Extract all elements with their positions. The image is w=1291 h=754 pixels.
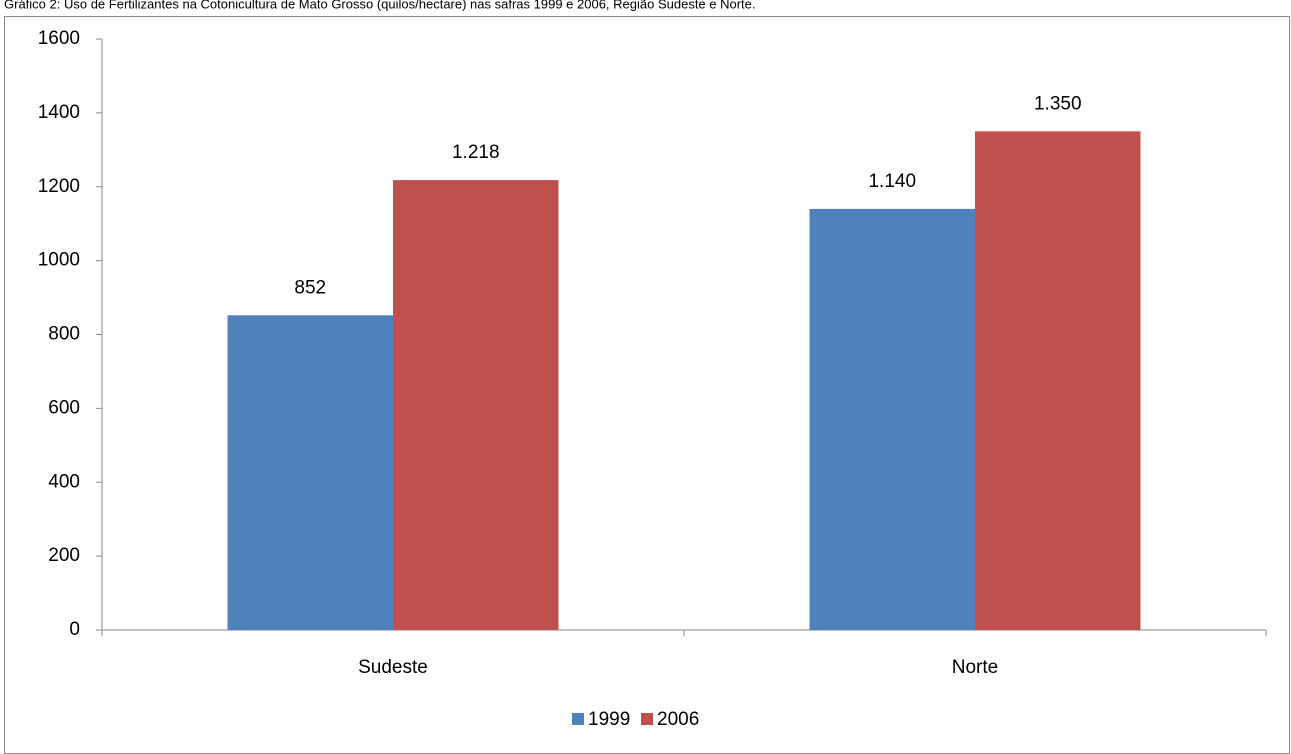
legend-swatch — [572, 713, 584, 725]
bar — [975, 131, 1141, 630]
y-tick-label: 1600 — [38, 28, 80, 49]
y-tick-label: 1000 — [38, 250, 80, 271]
y-tick-label: 0 — [69, 619, 80, 640]
y-tick-label: 600 — [48, 397, 80, 418]
legend-label: 1999 — [588, 709, 630, 730]
y-tick-label: 1400 — [38, 102, 80, 123]
bar — [227, 315, 393, 630]
legend-swatch — [641, 713, 653, 725]
legend-label: 2006 — [657, 709, 699, 730]
y-tick-label: 1200 — [38, 176, 80, 197]
chart-title: Gráfico 2: Uso de Fertilizantes na Coton… — [4, 0, 756, 11]
y-tick-label: 800 — [48, 324, 80, 345]
value-label: 852 — [294, 277, 326, 298]
value-label: 1.140 — [868, 171, 916, 192]
x-tick-label: Sudeste — [358, 657, 428, 678]
value-label: 1.350 — [1034, 93, 1082, 114]
x-tick-label: Norte — [952, 657, 998, 678]
value-label: 1.218 — [452, 142, 500, 163]
y-tick-label: 200 — [48, 545, 80, 566]
y-tick-label: 400 — [48, 471, 80, 492]
bar — [809, 208, 975, 630]
bar — [393, 180, 559, 630]
